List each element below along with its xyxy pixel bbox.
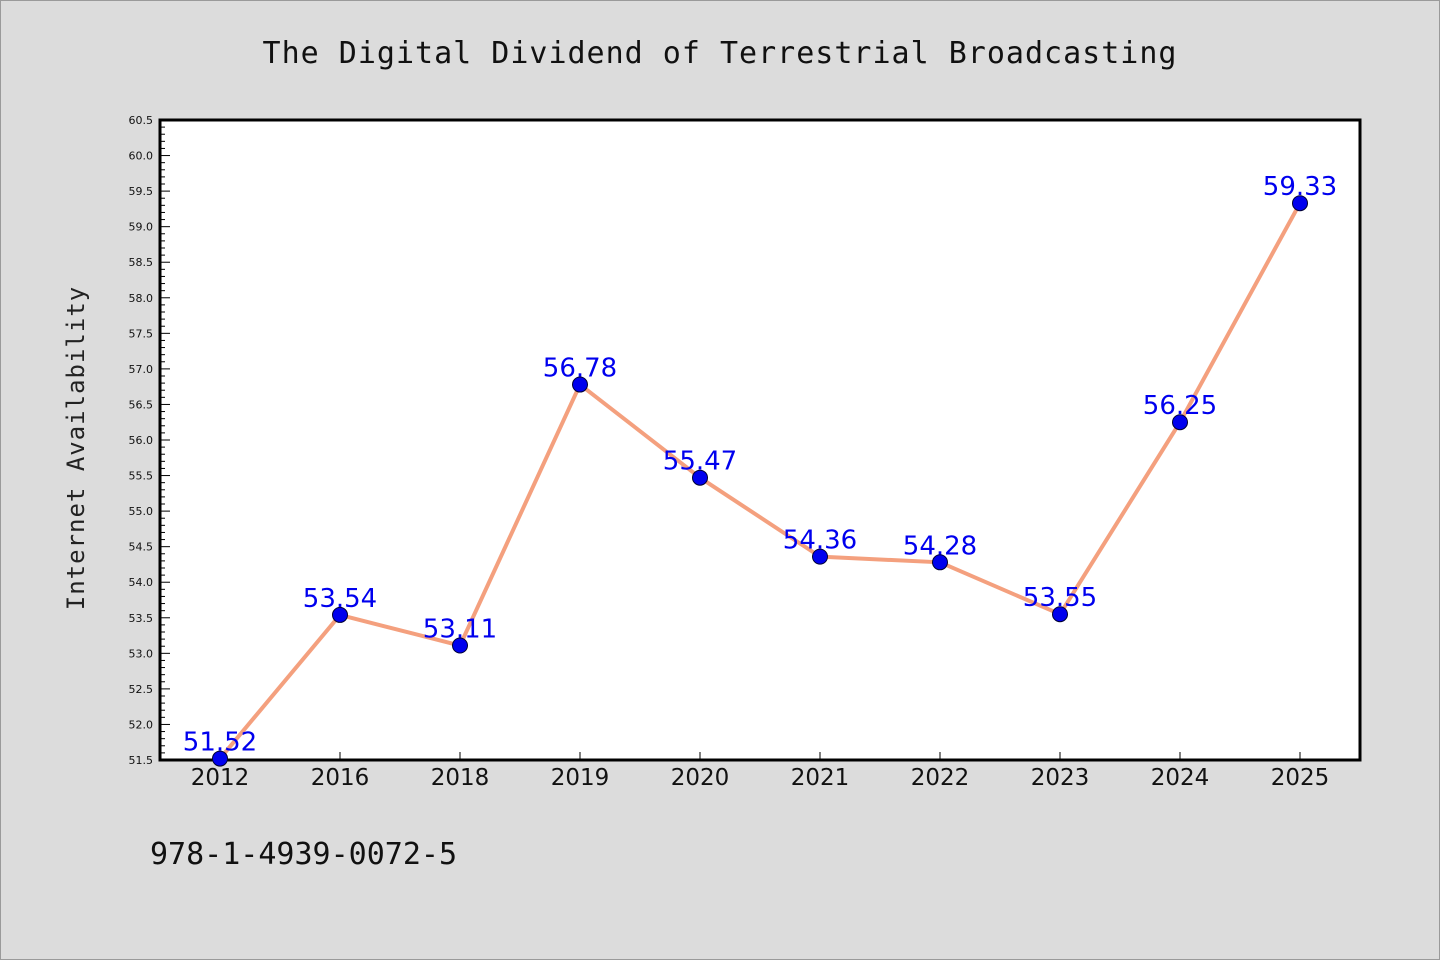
y-tick-label: 56.5 [129, 398, 154, 411]
y-axis-label: Internet Availability [62, 286, 90, 610]
chart-title: The Digital Dividend of Terrestrial Broa… [263, 36, 1178, 71]
y-axis: 51.5 52.0 52.5 53.0 53.5 54.0 54.5 55.0 55.5 56.0… [129, 114, 170, 767]
data-label: 53.54 [303, 584, 377, 614]
y-tick-label: 55.0 [129, 505, 154, 518]
data-labels: 51.52 53.54 53.11 56.78 55.47 54.36 54.28 53.55… [183, 172, 1337, 757]
y-tick-label: 53.0 [129, 647, 154, 660]
x-tick-label: 2025 [1271, 765, 1330, 791]
y-tick-label: 53.5 [129, 612, 154, 625]
footer-code: 978-1-4939-0072-5 [150, 837, 457, 872]
series-line [218, 202, 1302, 760]
x-tick-label: 2024 [1151, 765, 1210, 791]
x-tick-label: 2022 [911, 765, 970, 791]
y-tick-label: 57.0 [129, 363, 154, 376]
y-tick-label: 60.0 [129, 150, 154, 163]
y-tick-label: 52.5 [129, 683, 154, 696]
data-label: 56.78 [543, 354, 617, 384]
data-point [692, 469, 708, 486]
data-label: 59.33 [1263, 172, 1337, 202]
y-tick-label: 60.5 [129, 114, 154, 127]
y-tick-label: 54.5 [129, 541, 154, 554]
y-tick-label: 57.5 [129, 327, 154, 340]
y-tick-label: 58.5 [129, 256, 154, 269]
y-tick-label: 59.0 [129, 221, 154, 234]
data-label: 56.25 [1143, 391, 1217, 421]
x-axis: 2012 2016 2018 2019 2020 2021 2022 2023 2024 2025 [191, 752, 1330, 791]
data-point [812, 548, 828, 565]
data-label: 53.55 [1023, 583, 1097, 613]
y-tick-label: 58.0 [129, 292, 154, 305]
data-label: 54.36 [783, 526, 857, 556]
data-label: 53.11 [423, 615, 497, 645]
data-label: 55.47 [663, 447, 737, 477]
y-tick-label: 52.0 [129, 718, 154, 731]
plot-area [158, 118, 1362, 762]
data-point [572, 376, 588, 393]
data-point [932, 554, 948, 571]
x-tick-label: 2019 [551, 765, 610, 791]
x-tick-label: 2016 [311, 765, 370, 791]
y-tick-label: 59.5 [129, 185, 154, 198]
x-tick-label: 2020 [671, 765, 730, 791]
data-point [1052, 606, 1068, 623]
y-tick-label: 51.5 [129, 754, 154, 767]
x-tick-label: 2023 [1031, 765, 1090, 791]
data-point [452, 637, 468, 654]
series [212, 195, 1308, 767]
data-label: 54.28 [903, 531, 977, 561]
data-label: 51.52 [183, 728, 257, 758]
data-point [1172, 414, 1188, 431]
data-point [1292, 195, 1308, 212]
data-point [212, 750, 228, 767]
x-tick-label: 2018 [431, 765, 490, 791]
x-tick-label: 2021 [791, 765, 850, 791]
y-tick-label: 54.0 [129, 576, 154, 589]
y-tick-label: 56.0 [129, 434, 154, 447]
x-tick-label: 2012 [191, 765, 250, 791]
y-tick-label: 55.5 [129, 470, 154, 483]
data-point [332, 606, 348, 623]
